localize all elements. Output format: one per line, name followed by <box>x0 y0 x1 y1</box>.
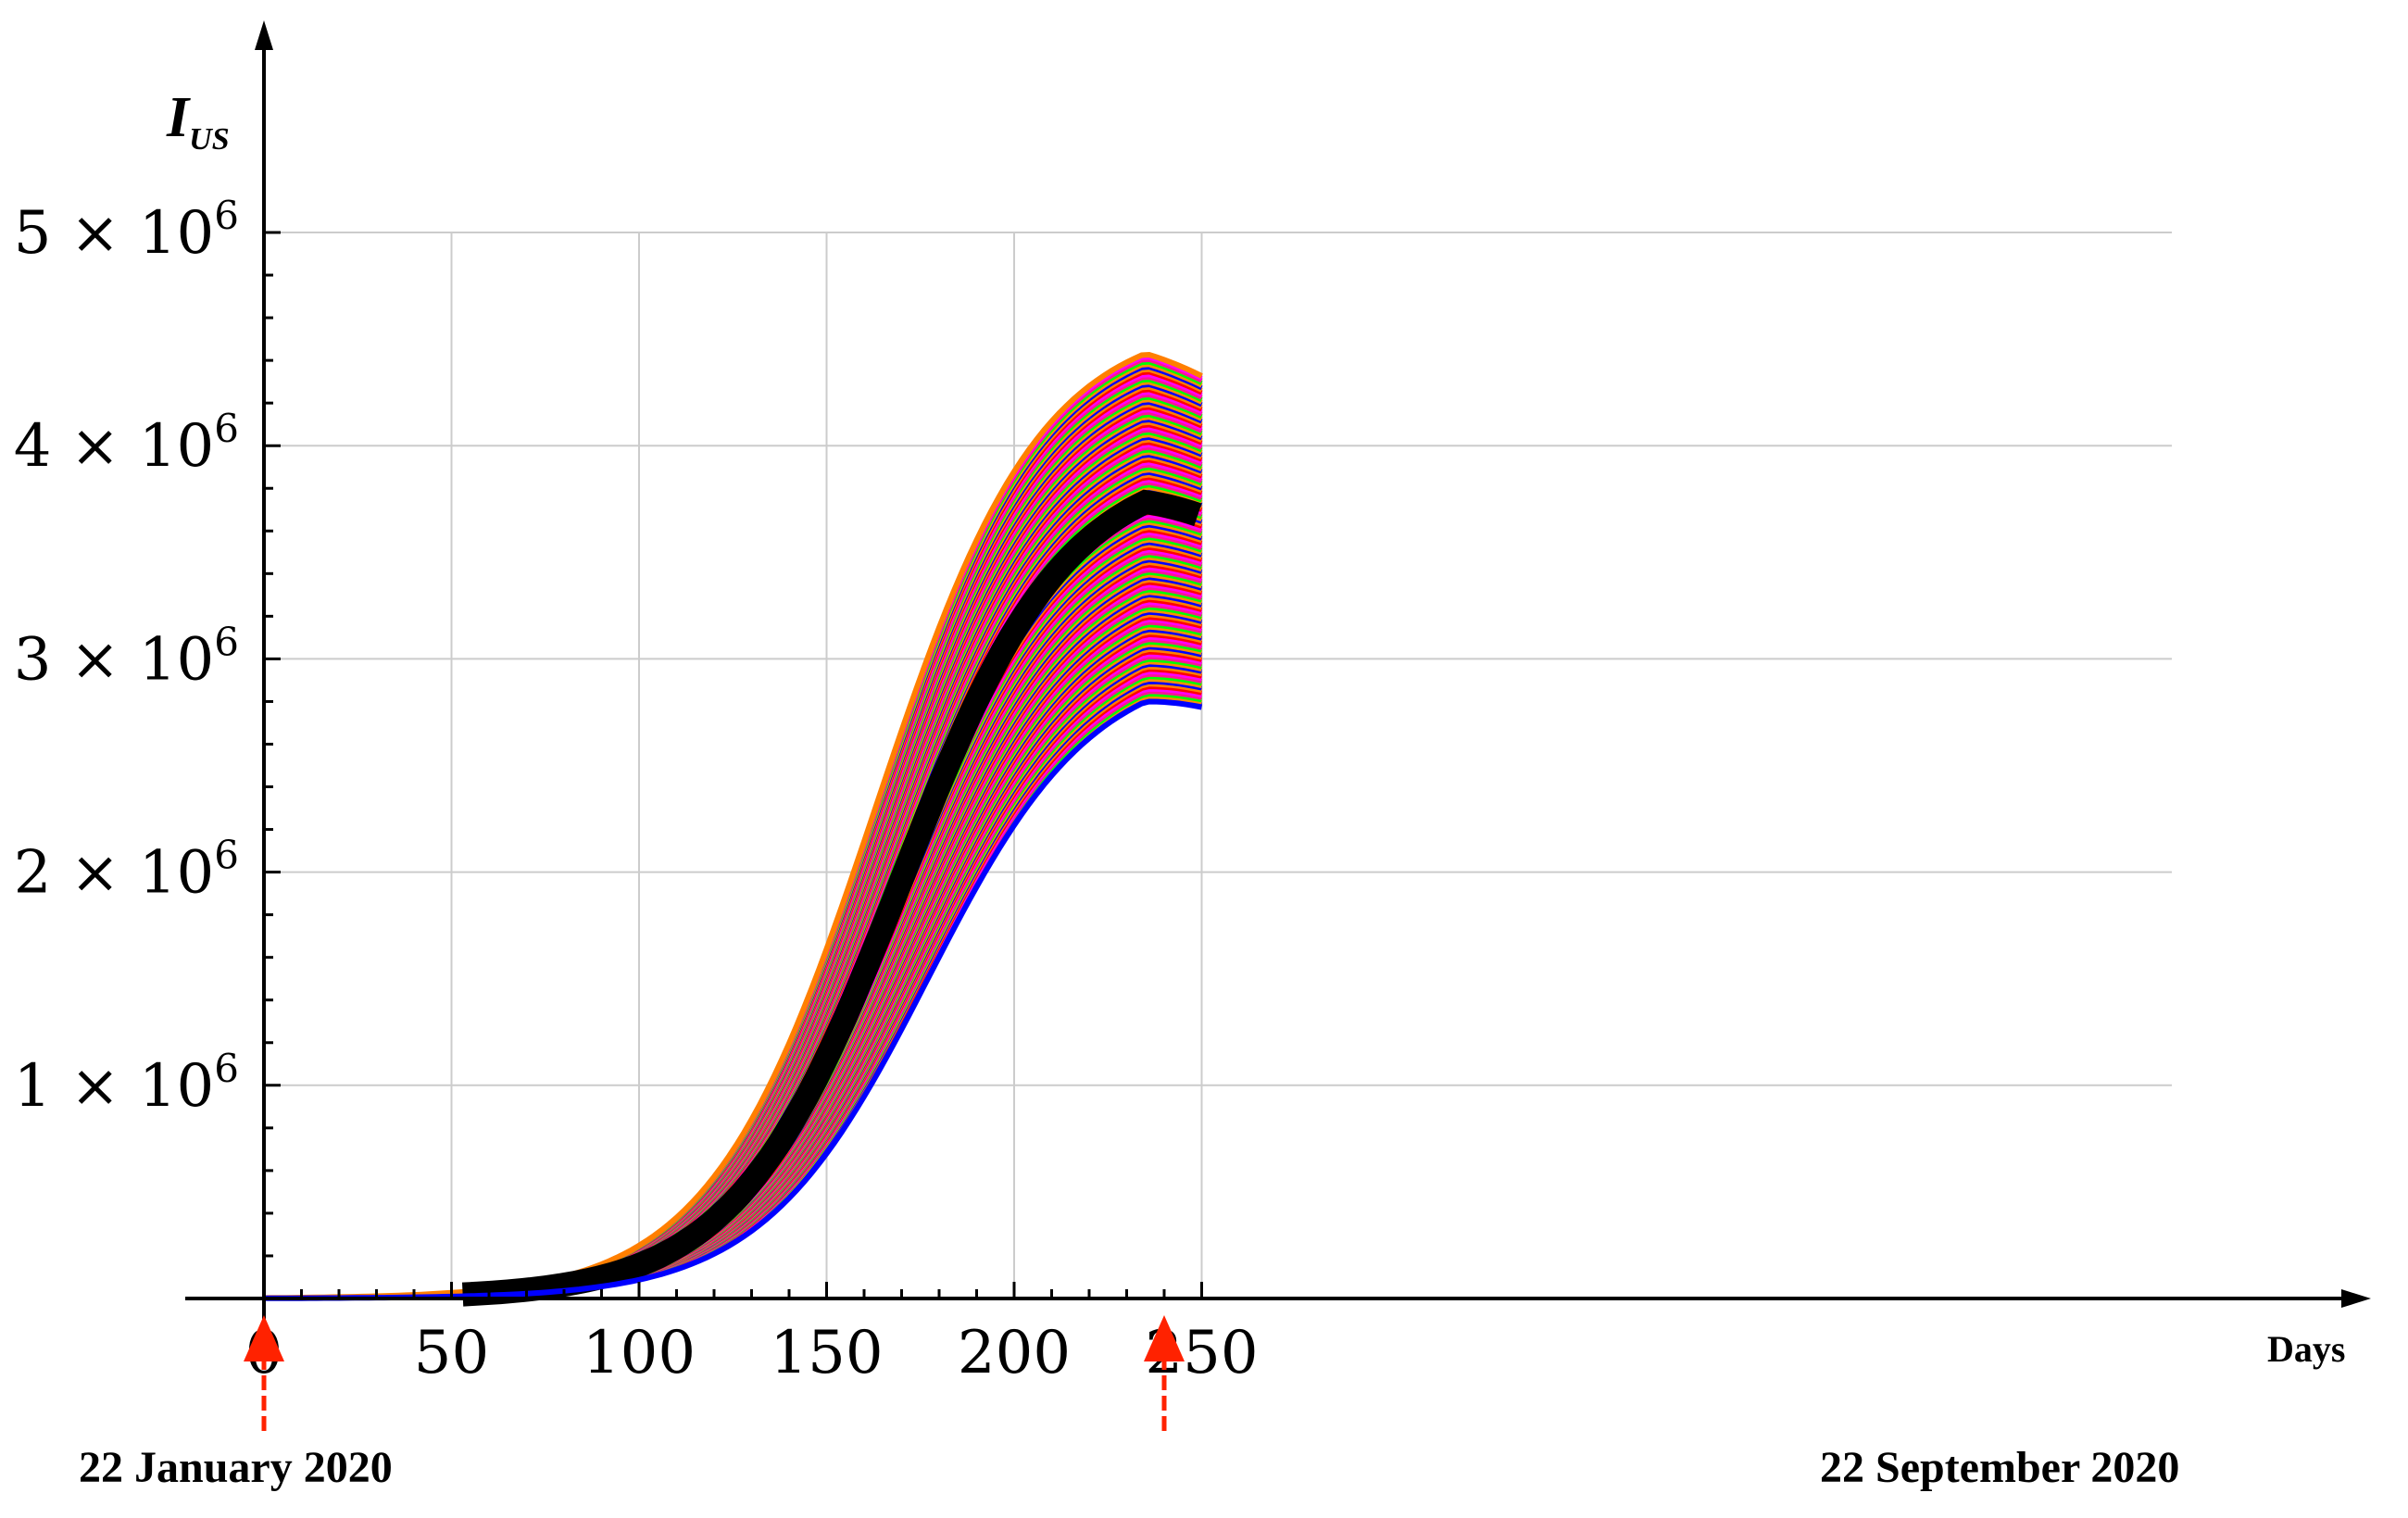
y-tick-label: 1 × 106 <box>14 1046 239 1121</box>
x-tick-label: 50 <box>414 1319 489 1387</box>
date-arrow-head <box>244 1315 284 1361</box>
date-arrow-head <box>1144 1315 1185 1361</box>
x-tick-label: 200 <box>958 1319 1071 1387</box>
y-tick-labels: 1 × 106 2 × 106 3 × 106 4 × 106 5 × 106 <box>14 193 239 1121</box>
ticks <box>264 231 1203 1298</box>
x-tick-labels: 050100150200250 <box>245 1319 1259 1387</box>
x-tick-label: 100 <box>583 1319 696 1387</box>
x-axis-label: Days <box>2267 1328 2345 1370</box>
axes <box>185 20 2371 1324</box>
ensemble-curves <box>263 351 1203 1307</box>
y-axis-label: IUS <box>166 86 230 157</box>
date-annotations: 22 January 2020 22 September 2020 <box>79 1315 2179 1492</box>
date-annotation-label: 22 January 2020 <box>79 1443 393 1492</box>
date-annotation-label: 22 September 2020 <box>1820 1443 2179 1492</box>
y-axis-arrow <box>255 20 273 50</box>
y-tick-label: 2 × 106 <box>14 833 239 908</box>
x-axis-arrow <box>2341 1289 2371 1308</box>
y-tick-label: 3 × 106 <box>14 619 239 694</box>
grid <box>264 232 2172 1298</box>
series-line-central <box>461 489 1202 1307</box>
y-tick-label: 5 × 106 <box>14 193 239 268</box>
y-tick-label: 4 × 106 <box>14 406 239 481</box>
x-tick-label: 150 <box>770 1319 883 1387</box>
